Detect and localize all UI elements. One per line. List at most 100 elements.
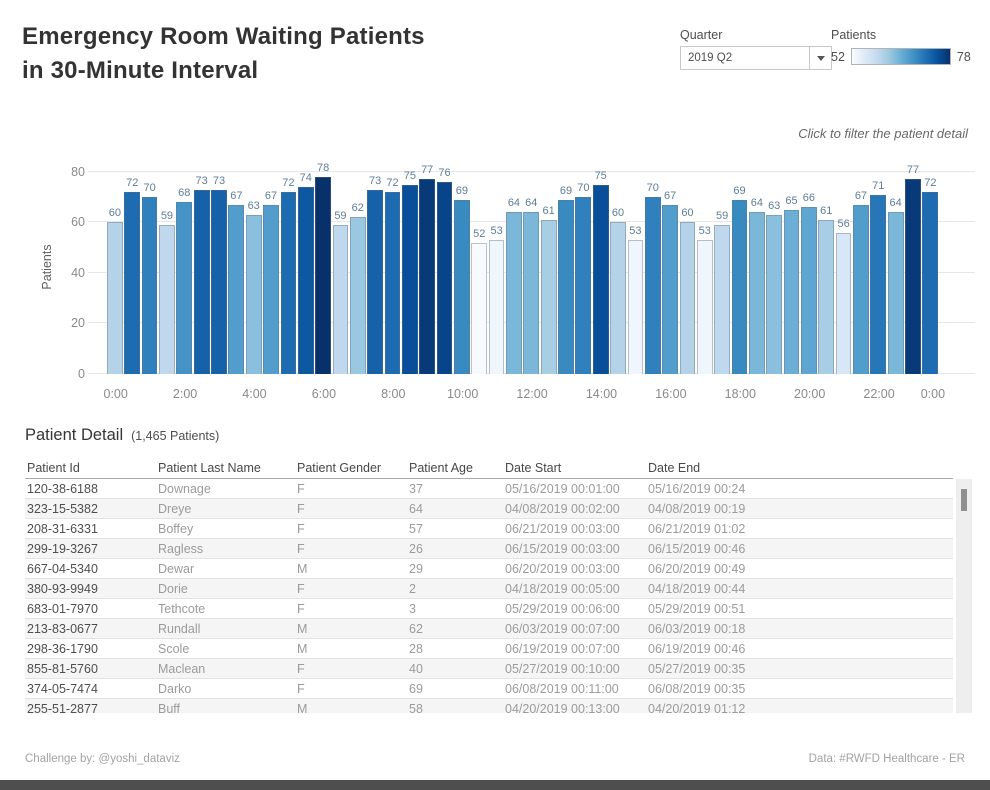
table-row[interactable]: 323-15-5382 Dreye F 64 04/08/2019 00:02:00 04…	[25, 499, 953, 519]
bar-5:30[interactable]	[297, 187, 314, 374]
bar-16:00[interactable]	[662, 204, 678, 374]
table-row[interactable]: 380-93-9949 Dorie F 2 04/18/2019 00:05:00 04/…	[25, 579, 953, 599]
bar-9:00[interactable]	[419, 179, 436, 374]
bar-2:00[interactable]	[176, 202, 193, 374]
bar-value-label: 66	[802, 192, 816, 205]
cell-patient-last-name: Rundall	[158, 621, 201, 636]
bar-15:00[interactable]	[627, 240, 644, 374]
bar-7:00[interactable]	[349, 217, 366, 374]
bar-19:30[interactable]	[783, 209, 800, 374]
bar-15:30[interactable]	[644, 197, 661, 374]
chart-hint-text: Click to filter the patient detail	[798, 126, 968, 141]
bar-value-label: 69	[455, 184, 469, 197]
bar-11:00[interactable]	[488, 240, 505, 374]
table-row[interactable]: 299-19-3267 Ragless F 26 06/15/2019 00:03:00…	[25, 539, 953, 559]
bar-value-label: 73	[212, 174, 226, 187]
bar-1:00[interactable]	[141, 197, 158, 374]
bar-12:30[interactable]	[540, 219, 557, 374]
cell-patient-gender: F	[297, 601, 305, 616]
cell-date-end: 04/20/2019 01:12	[648, 701, 746, 714]
cell-patient-age: 37	[409, 481, 423, 496]
table-row[interactable]: 374-05-7474 Darko F 69 06/08/2019 00:11:00 06…	[25, 679, 953, 699]
bar-23:30[interactable]	[922, 192, 939, 374]
bar-1:30[interactable]	[159, 224, 175, 374]
bar-5:00[interactable]	[280, 192, 297, 374]
bar-22:00[interactable]	[870, 194, 887, 374]
bar-6:30[interactable]	[332, 224, 349, 374]
quarter-dropdown[interactable]: 2019 Q2	[680, 46, 832, 70]
x-axis-tick-label: 0:00	[103, 387, 128, 401]
table-row[interactable]: 683-01-7970 Tethcote F 3 05/29/2019 00:06:00…	[25, 599, 953, 619]
quarter-dropdown-arrow-button[interactable]	[809, 47, 831, 69]
y-axis-tick-label: 0	[78, 367, 85, 381]
bar-0:30[interactable]	[124, 192, 141, 374]
table-row[interactable]: 667-04-5340 Dewar M 29 06/20/2019 00:03:00 06…	[25, 559, 953, 579]
legend-max-value: 78	[956, 49, 971, 64]
column-header-date-end: Date End	[648, 461, 701, 475]
bar-6:00[interactable]	[315, 176, 331, 374]
bar-3:00[interactable]	[211, 189, 227, 374]
bar-14:00[interactable]	[592, 184, 609, 374]
bar-value-label: 69	[559, 184, 573, 197]
table-scrollbar-track[interactable]	[956, 479, 972, 713]
x-axis-tick-label: 18:00	[724, 387, 756, 401]
bar-8:30[interactable]	[401, 184, 418, 374]
cell-patient-gender: M	[297, 641, 308, 656]
cell-date-start: 05/29/2019 00:06:00	[505, 601, 620, 616]
cell-patient-last-name: Ragless	[158, 541, 204, 556]
bar-19:00[interactable]	[766, 214, 783, 374]
bar-11:30[interactable]	[506, 212, 522, 374]
table-row[interactable]: 208-31-6331 Boffey F 57 06/21/2019 00:03:00 0…	[25, 519, 953, 539]
bar-9:30[interactable]	[436, 182, 453, 374]
bar-17:30[interactable]	[714, 224, 731, 374]
bar-21:00[interactable]	[835, 232, 852, 374]
cell-patient-gender: F	[297, 581, 305, 596]
cell-date-end: 04/08/2019 00:19	[648, 501, 746, 516]
bar-20:00[interactable]	[801, 207, 817, 374]
table-row[interactable]: 255-51-2877 Buff M 58 04/20/2019 00:13:00 04/…	[25, 699, 953, 713]
bottom-edge-bar	[0, 780, 990, 790]
bar-3:30[interactable]	[228, 204, 245, 374]
bar-23:00[interactable]	[905, 179, 921, 374]
bar-20:30[interactable]	[818, 219, 835, 374]
bar-21:30[interactable]	[853, 204, 869, 374]
cell-date-end: 04/18/2019 00:44	[648, 581, 746, 596]
cell-date-end: 06/08/2019 00:35	[648, 681, 746, 696]
bar-0:00[interactable]	[107, 222, 123, 374]
bar-22:30[interactable]	[887, 212, 904, 374]
bar-13:30[interactable]	[575, 197, 592, 374]
bar-value-label: 52	[473, 227, 486, 240]
table-row[interactable]: 213-83-0677 Rundall M 62 06/03/2019 00:07:00…	[25, 619, 953, 639]
cell-patient-last-name: Tethcote	[158, 601, 206, 616]
bar-10:00[interactable]	[454, 199, 470, 374]
bar-7:30[interactable]	[367, 189, 384, 374]
cell-patient-id: 213-83-0677	[27, 621, 98, 636]
cell-date-end: 05/16/2019 00:24	[648, 481, 746, 496]
bar-value-label: 74	[299, 172, 312, 185]
cell-date-start: 04/18/2019 00:05:00	[505, 581, 620, 596]
table-scrollbar-thumb[interactable]	[961, 489, 967, 511]
cell-patient-id: 255-51-2877	[27, 701, 98, 714]
bar-2:30[interactable]	[193, 189, 210, 374]
bar-value-label: 70	[143, 182, 156, 195]
bar-10:30[interactable]	[471, 242, 488, 374]
bar-18:30[interactable]	[748, 212, 765, 374]
color-legend: 52 78	[831, 48, 971, 65]
bar-value-label: 59	[716, 209, 729, 222]
table-body: 120-38-6188 Downage F 37 05/16/2019 00:01:00…	[25, 479, 953, 713]
bar-12:00[interactable]	[523, 212, 540, 374]
bar-13:00[interactable]	[558, 199, 574, 374]
table-row[interactable]: 855-81-5760 Maclean F 40 05/27/2019 00:10:00…	[25, 659, 953, 679]
bar-14:30[interactable]	[610, 222, 626, 374]
table-row[interactable]: 120-38-6188 Downage F 37 05/16/2019 00:01:00…	[25, 479, 953, 499]
bar-4:30[interactable]	[263, 204, 279, 374]
bar-8:00[interactable]	[384, 192, 401, 374]
bar-value-label: 75	[594, 169, 607, 182]
bar-16:30[interactable]	[679, 222, 696, 374]
bar-17:00[interactable]	[696, 240, 713, 374]
table-row[interactable]: 298-36-1790 Scole M 28 06/19/2019 00:07:00 06…	[25, 639, 953, 659]
bar-18:00[interactable]	[731, 199, 748, 374]
legend-gradient-bar	[850, 48, 951, 65]
bar-4:00[interactable]	[245, 214, 262, 374]
cell-patient-id: 323-15-5382	[27, 501, 98, 516]
